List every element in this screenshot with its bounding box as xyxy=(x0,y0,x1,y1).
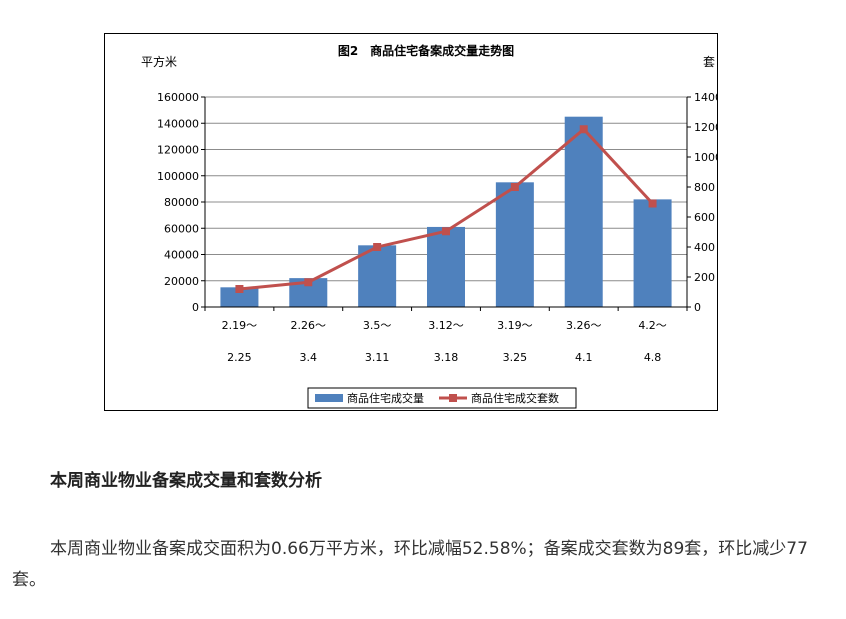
x-tick-label: 2.19～ xyxy=(222,319,258,332)
line-point-5 xyxy=(510,183,519,191)
x-tick-label: 2.26～ xyxy=(291,319,327,332)
line-point-7 xyxy=(648,199,657,208)
section-heading: 本周商业物业备案成交量和套数分析 xyxy=(50,471,322,491)
right-tick-label: 200 xyxy=(694,271,715,284)
right-tick-label: 1200 xyxy=(694,121,717,134)
x-tick-label: 3.4 xyxy=(300,351,318,364)
left-axis-unit: 平方米 xyxy=(141,54,177,69)
line-point-2 xyxy=(304,278,313,287)
right-axis-unit: 套 xyxy=(703,55,715,69)
legend-label-bar: 商品住宅成交量 xyxy=(347,391,424,405)
x-tick-label: 3.19～ xyxy=(497,319,533,332)
x-tick-label: 3.12～ xyxy=(428,319,464,332)
x-tick-label: 3.18 xyxy=(434,351,459,364)
left-tick-label: 60000 xyxy=(164,222,199,235)
right-tick-label: 400 xyxy=(694,241,715,254)
chart: 图2 商品住宅备案成交量走势图 平方米 套 0 20000 40000 60000 80… xyxy=(141,43,717,409)
legend-bar-swatch xyxy=(315,394,343,402)
legend-label-line: 商品住宅成交套数 xyxy=(471,391,559,405)
axes xyxy=(201,96,691,311)
right-tick-label: 600 xyxy=(694,211,715,224)
section-paragraph: 本周商业物业备案成交面积为0.66万平方米，环比减幅52.58%；备案成交套数为… xyxy=(12,539,808,590)
x-tick-label: 3.11 xyxy=(365,351,390,364)
chart-title: 图2 商品住宅备案成交量走势图 xyxy=(338,43,514,58)
bar-1 xyxy=(220,287,259,307)
bar-7 xyxy=(633,199,672,307)
bar-4 xyxy=(427,226,465,307)
bar-3 xyxy=(358,245,397,307)
line-series xyxy=(235,125,657,293)
line-point-6 xyxy=(579,125,588,134)
x-tick-label: 3.5～ xyxy=(363,319,392,332)
left-tick-label: 160000 xyxy=(157,91,199,104)
left-tick-label: 80000 xyxy=(164,196,199,209)
left-tick-label: 40000 xyxy=(164,249,199,262)
bar-series xyxy=(220,116,672,307)
x-tick-label: 2.25 xyxy=(227,351,252,364)
x-tick-label: 3.26～ xyxy=(566,319,602,332)
bar-5 xyxy=(495,182,534,307)
line-point-3 xyxy=(373,243,382,251)
right-tick-label: 800 xyxy=(694,181,715,194)
line-point-1 xyxy=(235,285,244,293)
x-tick-label: 4.2～ xyxy=(638,319,667,332)
left-tick-label: 120000 xyxy=(157,144,199,157)
right-tick-label: 1000 xyxy=(694,151,717,164)
left-tick-label: 140000 xyxy=(157,117,199,130)
x-tick-label: 4.8 xyxy=(644,351,662,364)
legend: 商品住宅成交量 商品住宅成交套数 xyxy=(307,387,577,409)
legend-line-marker xyxy=(449,394,457,402)
right-tick-label: 0 xyxy=(694,301,701,314)
x-tick-label: 4.1 xyxy=(575,351,593,364)
chart-container: 图2 商品住宅备案成交量走势图 平方米 套 0 20000 40000 60000 80… xyxy=(104,33,718,411)
tick-labels: 0 20000 40000 60000 80000 100000 120000 140000 1… xyxy=(157,91,717,364)
left-tick-label: 100000 xyxy=(157,170,199,183)
line-point-4 xyxy=(442,227,450,236)
left-tick-label: 20000 xyxy=(164,275,199,288)
bar-6 xyxy=(564,116,603,307)
right-tick-label: 1400 xyxy=(694,91,717,104)
left-tick-label: 0 xyxy=(192,301,199,314)
x-tick-label: 3.25 xyxy=(503,351,528,364)
